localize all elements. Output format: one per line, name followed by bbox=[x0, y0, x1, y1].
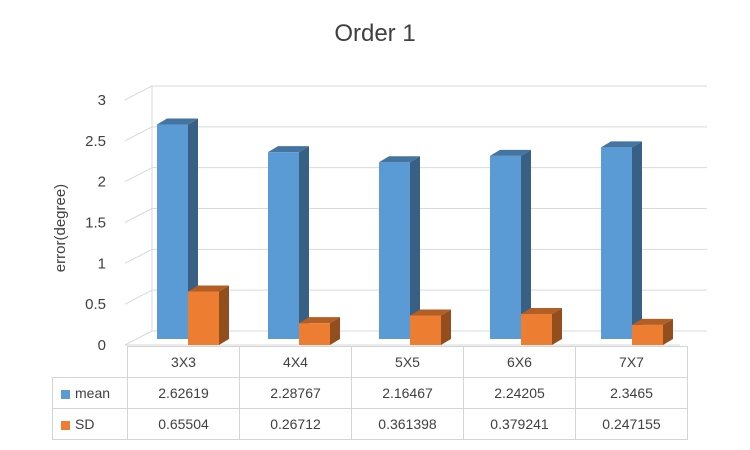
gridline-side bbox=[124, 330, 153, 346]
gridline-side bbox=[124, 85, 153, 101]
gridline-side bbox=[124, 126, 153, 142]
bar-side bbox=[410, 156, 420, 339]
legend-sd: SD bbox=[52, 408, 128, 440]
data-table: 3X3 4X4 5X5 6X6 7X7 mean 2.62619 2.28767 2.164… bbox=[52, 346, 688, 440]
bar-mean-4x4 bbox=[268, 146, 309, 339]
bar-front bbox=[490, 155, 521, 339]
table-category-7x7: 7X7 bbox=[575, 346, 688, 378]
y-tick-label: 1 bbox=[98, 255, 106, 272]
y-tick-label: 0.5 bbox=[85, 296, 106, 313]
legend-swatch-mean bbox=[61, 389, 70, 399]
bar-front bbox=[157, 124, 188, 339]
table-cell-mean-7x7: 2.3465 bbox=[575, 377, 688, 409]
table-cell-mean-5x5: 2.16467 bbox=[351, 377, 464, 409]
table-category-5x5: 5X5 bbox=[351, 346, 464, 378]
bar-side bbox=[219, 285, 229, 345]
y-tick-label: 1.5 bbox=[85, 215, 106, 232]
table-cell-mean-6x6: 2.24205 bbox=[463, 377, 576, 409]
bar-sd-5x5 bbox=[410, 309, 451, 345]
bar-sd-7x7 bbox=[632, 318, 673, 345]
bar-side bbox=[521, 149, 531, 339]
table-cell-sd-6x6: 0.379241 bbox=[463, 408, 576, 440]
bar-top bbox=[490, 149, 531, 156]
legend-mean: mean bbox=[52, 377, 128, 409]
bar-side bbox=[632, 141, 642, 339]
table-cell-sd-4x4: 0.26712 bbox=[239, 408, 352, 440]
bar-top bbox=[521, 308, 562, 315]
bar-side bbox=[299, 146, 309, 339]
table-corner bbox=[52, 346, 128, 378]
bar-front bbox=[379, 162, 410, 339]
bar-top bbox=[379, 156, 420, 163]
bar-mean-5x5 bbox=[379, 156, 420, 339]
bar-mean-7x7 bbox=[601, 141, 642, 339]
table-cell-sd-5x5: 0.361398 bbox=[351, 408, 464, 440]
legend-label-sd: SD bbox=[75, 416, 95, 432]
bar-front bbox=[410, 315, 441, 345]
table-cell-mean-3x3: 2.62619 bbox=[127, 377, 240, 409]
legend-label-mean: mean bbox=[75, 385, 111, 401]
bar-front bbox=[188, 291, 219, 345]
y-tick-label: 2 bbox=[98, 174, 106, 191]
table-category-3x3: 3X3 bbox=[127, 346, 240, 378]
bar-top bbox=[410, 309, 451, 316]
bar-top bbox=[188, 285, 229, 292]
y-tick-label: 2.5 bbox=[85, 133, 106, 150]
bar-front bbox=[521, 314, 552, 345]
y-axis-label: error(degree) bbox=[52, 184, 69, 272]
bar-side bbox=[441, 309, 451, 345]
bar-sd-4x4 bbox=[299, 317, 340, 345]
bar-front bbox=[632, 324, 663, 345]
y-ticks-layer: 0 0.5 1 1.5 2 2.5 3 bbox=[85, 92, 106, 354]
bar-sd-3x3 bbox=[188, 285, 229, 345]
bar-front bbox=[299, 323, 330, 345]
table-row-mean: mean 2.62619 2.28767 2.16467 2.24205 2.3465 bbox=[52, 377, 688, 409]
gridline-side bbox=[124, 248, 153, 264]
table-cell-mean-4x4: 2.28767 bbox=[239, 377, 352, 409]
y-tick-label: 3 bbox=[98, 92, 106, 109]
bar-top bbox=[268, 146, 309, 153]
gridline-side bbox=[124, 167, 153, 183]
legend-swatch-sd bbox=[61, 420, 70, 430]
bar-mean-6x6 bbox=[490, 149, 531, 339]
bar-side bbox=[188, 118, 198, 339]
bar-side bbox=[552, 308, 562, 345]
table-cell-sd-7x7: 0.247155 bbox=[575, 408, 688, 440]
bar-front bbox=[601, 147, 632, 339]
bar-top bbox=[632, 318, 673, 325]
bar-top bbox=[157, 118, 198, 125]
table-row-sd: SD 0.65504 0.26712 0.361398 0.379241 0.24715… bbox=[52, 408, 688, 440]
gridline-side bbox=[124, 289, 153, 305]
bar-front bbox=[268, 152, 299, 339]
bars-layer bbox=[157, 118, 673, 345]
y-tick-label: 0 bbox=[98, 337, 106, 354]
table-category-4x4: 4X4 bbox=[239, 346, 352, 378]
table-cell-sd-3x3: 0.65504 bbox=[127, 408, 240, 440]
bar-top bbox=[299, 317, 340, 324]
bar-top bbox=[601, 141, 642, 148]
bar-side bbox=[663, 318, 673, 345]
bar-mean-3x3 bbox=[157, 118, 198, 339]
bar-side bbox=[330, 317, 340, 345]
chart-title: Order 1 bbox=[334, 20, 416, 47]
bar-sd-6x6 bbox=[521, 308, 562, 345]
table-header-row: 3X3 4X4 5X5 6X6 7X7 bbox=[52, 346, 688, 378]
gridline-side bbox=[124, 208, 153, 223]
table-category-6x6: 6X6 bbox=[463, 346, 576, 378]
